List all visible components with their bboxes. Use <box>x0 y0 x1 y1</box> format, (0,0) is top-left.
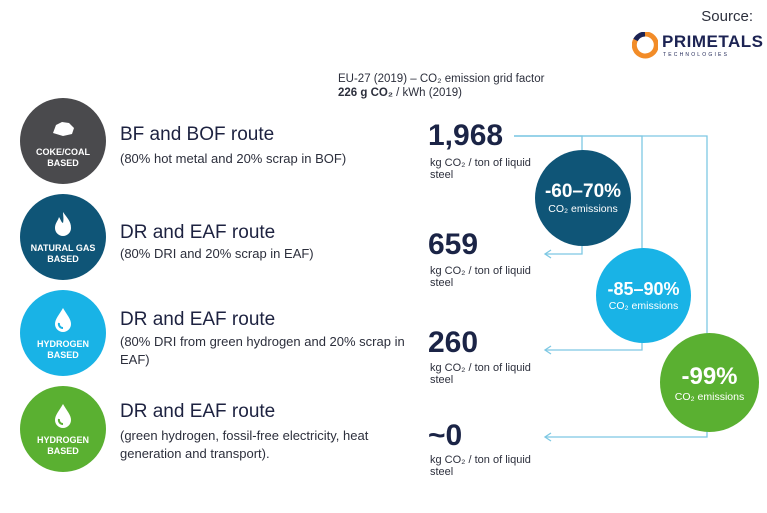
emission-unit: kg CO₂ / ton of liquid steel <box>430 454 531 478</box>
emission-value: 659 <box>428 228 479 261</box>
emission-unit: kg CO₂ / ton of liquid steel <box>430 265 531 289</box>
reduction-circle-hydrogen: -85–90% CO₂ emissions <box>596 248 691 343</box>
reduction-label: CO₂ emissions <box>674 390 745 403</box>
route-description: (80% hot metal and 20% scrap in BOF) <box>120 151 347 166</box>
emission-unit: kg CO₂ / ton of liquid steel <box>430 362 531 386</box>
route-description: (80% DRI and 20% scrap in EAF) <box>120 246 314 261</box>
reduction-circle-green-hydrogen: -99% CO₂ emissions <box>660 333 759 432</box>
route-title: DR and EAF route <box>120 309 276 330</box>
route-badge-coke-coal: COKE/COAL BASED <box>20 98 106 184</box>
badge-label: HYDROGEN BASED <box>36 435 89 456</box>
arrow-head <box>543 345 552 355</box>
logo-name: PRIMETALS <box>662 32 764 51</box>
route-title: DR and EAF route <box>120 222 276 243</box>
route-description: (80% DRI from green hydrogen and 20% scr… <box>120 334 405 367</box>
reduction-percent: -99% <box>681 362 738 390</box>
droplet-icon <box>55 404 71 428</box>
source-label: Source: <box>701 8 753 25</box>
flame-icon <box>55 212 71 236</box>
route-title: BF and BOF route <box>120 124 275 145</box>
reduction-circle-natural-gas: -60–70% CO₂ emissions <box>535 150 631 246</box>
reduction-label: CO₂ emissions <box>608 300 679 312</box>
grid-factor-info: EU-27 (2019) – CO₂ emission grid factor … <box>338 72 544 100</box>
emission-value: ~0 <box>428 419 463 452</box>
logo-subtitle: TECHNOLOGIES <box>663 52 730 58</box>
route-badge-hydrogen-green: HYDROGEN BASED <box>20 386 106 472</box>
grid-factor-line1: EU-27 (2019) – CO₂ emission grid factor <box>338 73 545 85</box>
reduction-percent: -85–90% <box>607 279 680 299</box>
arrow-head <box>543 249 552 259</box>
badge-label: NATURAL GAS BASED <box>30 243 96 264</box>
reduction-label: CO₂ emissions <box>548 203 618 215</box>
route-title: DR and EAF route <box>120 401 276 422</box>
coal-icon <box>53 122 74 136</box>
route-badge-natural-gas: NATURAL GAS BASED <box>20 194 106 280</box>
logo-ring-icon <box>632 32 658 59</box>
emission-value: 1,968 <box>428 119 504 152</box>
droplet-icon <box>55 308 71 332</box>
emission-value: 260 <box>428 326 479 359</box>
badge-label: COKE/COAL BASED <box>36 147 90 168</box>
connector-line <box>514 135 708 438</box>
emission-unit: kg CO₂ / ton of liquid steel <box>430 157 531 181</box>
primetals-logo: PRIMETALS TECHNOLOGIES <box>632 30 763 64</box>
arrow-head <box>543 432 552 442</box>
grid-factor-line2: 226 g CO₂ / kWh (2019) <box>338 87 462 99</box>
route-badge-hydrogen: HYDROGEN BASED <box>20 290 106 376</box>
reduction-percent: -60–70% <box>544 181 622 202</box>
badge-label: HYDROGEN BASED <box>36 339 89 360</box>
route-description: (green hydrogen, fossil-free electricity… <box>120 428 369 461</box>
